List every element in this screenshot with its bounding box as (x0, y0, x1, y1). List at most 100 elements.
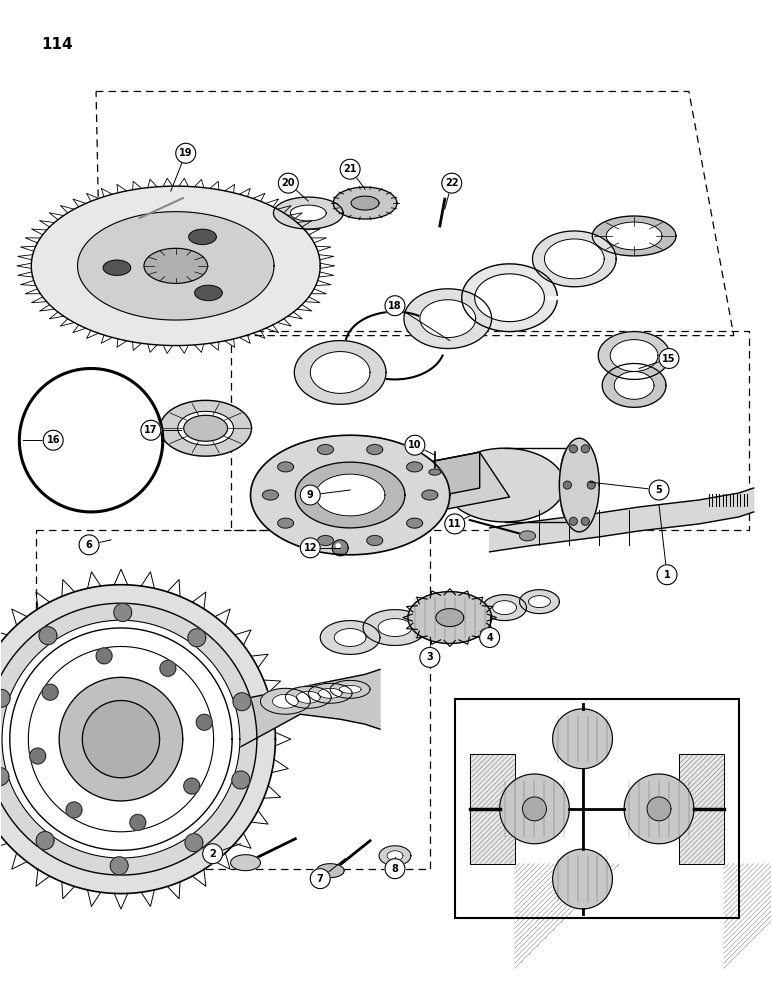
Polygon shape (378, 619, 412, 637)
Polygon shape (367, 536, 383, 545)
Polygon shape (232, 771, 250, 789)
Text: 7: 7 (317, 874, 323, 884)
Polygon shape (320, 621, 380, 654)
Polygon shape (420, 300, 476, 338)
Polygon shape (39, 627, 57, 645)
Text: 8: 8 (391, 864, 398, 874)
Polygon shape (66, 802, 82, 818)
Polygon shape (315, 474, 385, 516)
Polygon shape (606, 222, 662, 250)
Polygon shape (429, 469, 441, 475)
Polygon shape (367, 445, 383, 455)
Polygon shape (273, 197, 344, 229)
Polygon shape (160, 400, 252, 456)
Polygon shape (482, 595, 527, 621)
Text: 20: 20 (282, 178, 295, 188)
Polygon shape (260, 688, 310, 714)
Text: 1: 1 (664, 570, 670, 580)
Text: 21: 21 (344, 164, 357, 174)
Polygon shape (615, 371, 654, 399)
Circle shape (141, 420, 161, 440)
Polygon shape (0, 768, 9, 786)
Polygon shape (308, 683, 352, 703)
Text: 4: 4 (486, 633, 493, 643)
Polygon shape (103, 260, 130, 275)
Polygon shape (144, 248, 208, 283)
Polygon shape (273, 694, 298, 708)
Polygon shape (404, 289, 492, 349)
Polygon shape (195, 285, 222, 301)
Circle shape (657, 565, 677, 585)
Circle shape (300, 485, 320, 505)
Text: 19: 19 (179, 148, 192, 158)
Circle shape (649, 480, 669, 500)
Polygon shape (0, 585, 276, 894)
Polygon shape (592, 216, 676, 256)
Polygon shape (475, 274, 544, 322)
Polygon shape (334, 629, 366, 646)
Polygon shape (318, 688, 342, 698)
Circle shape (442, 173, 462, 193)
Polygon shape (36, 832, 54, 849)
Text: 114: 114 (41, 37, 73, 52)
Polygon shape (602, 363, 666, 407)
Circle shape (385, 296, 405, 316)
Text: 10: 10 (408, 440, 422, 450)
Polygon shape (529, 596, 550, 608)
Polygon shape (278, 518, 293, 528)
Circle shape (659, 349, 679, 368)
Text: 3: 3 (426, 652, 433, 662)
Polygon shape (233, 693, 251, 711)
Polygon shape (493, 601, 516, 615)
Polygon shape (83, 701, 160, 778)
Polygon shape (0, 603, 257, 875)
Circle shape (340, 159, 360, 179)
Circle shape (420, 647, 440, 667)
Polygon shape (262, 490, 279, 500)
Polygon shape (96, 648, 112, 664)
Polygon shape (296, 462, 405, 528)
Circle shape (79, 535, 99, 555)
Polygon shape (350, 452, 510, 522)
Polygon shape (436, 609, 464, 627)
Polygon shape (520, 590, 560, 614)
Polygon shape (569, 445, 577, 453)
Polygon shape (332, 540, 348, 556)
Polygon shape (42, 684, 58, 700)
Circle shape (203, 844, 222, 864)
Polygon shape (317, 864, 344, 878)
Polygon shape (29, 646, 214, 832)
Polygon shape (0, 689, 10, 707)
Polygon shape (422, 490, 438, 500)
Text: 16: 16 (46, 435, 60, 445)
Polygon shape (188, 229, 216, 244)
Polygon shape (310, 352, 370, 393)
Circle shape (310, 869, 330, 889)
Text: 12: 12 (303, 543, 317, 553)
Polygon shape (113, 604, 132, 621)
Polygon shape (598, 332, 670, 379)
Text: 9: 9 (307, 490, 313, 500)
Polygon shape (330, 680, 370, 698)
Polygon shape (59, 677, 183, 801)
Polygon shape (560, 448, 579, 522)
Polygon shape (2, 620, 240, 858)
Polygon shape (387, 851, 403, 861)
Polygon shape (198, 669, 380, 770)
Polygon shape (336, 544, 340, 548)
Circle shape (385, 859, 405, 879)
Polygon shape (317, 536, 334, 545)
Bar (455, 699, 739, 918)
Circle shape (300, 538, 320, 558)
Text: 15: 15 (662, 354, 676, 364)
Polygon shape (363, 610, 427, 645)
Polygon shape (231, 855, 260, 871)
Polygon shape (469, 754, 514, 864)
Polygon shape (10, 628, 232, 850)
Polygon shape (560, 438, 599, 532)
Circle shape (405, 435, 425, 455)
Polygon shape (581, 445, 589, 453)
Polygon shape (160, 660, 176, 676)
Polygon shape (499, 774, 569, 844)
Polygon shape (379, 846, 411, 866)
